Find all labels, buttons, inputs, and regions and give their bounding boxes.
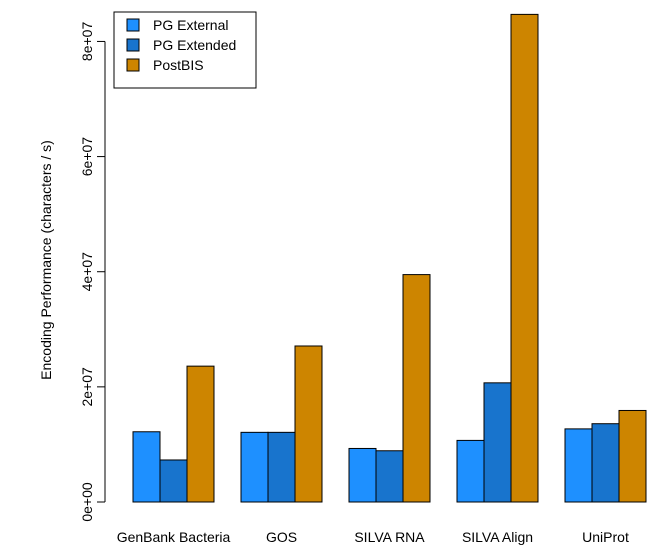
legend-label-postbis: PostBIS xyxy=(153,57,204,73)
bar-silva-rna-pg-external xyxy=(348,447,377,503)
bar-silva-align-pg-external xyxy=(456,439,485,503)
bar-silva-align-pg-extended xyxy=(483,382,512,503)
bar-genbank-bacteria-pg-extended xyxy=(159,459,188,503)
bar-silva-rna-pg-extended xyxy=(375,450,404,503)
legend: PG External PG Extended PostBIS xyxy=(113,11,257,89)
bar-genbank-bacteria-postbis xyxy=(186,365,215,503)
y-tick-label: 8e+07 xyxy=(79,22,95,62)
bar-uniprot-pg-external xyxy=(564,428,593,503)
bar-genbank-bacteria-pg-external xyxy=(132,431,161,503)
y-axis: 0e+00 2e+07 4e+07 6e+07 8e+07 xyxy=(79,22,106,522)
legend-swatch-postbis xyxy=(126,58,140,72)
legend-label-pg-extended: PG Extended xyxy=(153,37,236,53)
legend-swatch-pg-external xyxy=(126,18,140,32)
y-tick-label: 4e+07 xyxy=(79,252,95,292)
x-tick-label-gos: GOS xyxy=(266,529,297,545)
bar-silva-rna-postbis xyxy=(402,274,431,503)
x-axis: GenBank Bacteria GOS SILVA RNA SILVA Align U… xyxy=(117,529,629,545)
bar-gos-pg-extended xyxy=(267,431,296,503)
x-tick-label-uniprot: UniProt xyxy=(582,529,629,545)
x-tick-label-genbank-bacteria: GenBank Bacteria xyxy=(117,529,231,545)
legend-label-pg-external: PG External xyxy=(153,17,228,33)
x-tick-label-silva-rna: SILVA RNA xyxy=(354,529,425,545)
y-tick-label: 2e+07 xyxy=(79,367,95,407)
bar-uniprot-postbis xyxy=(618,409,647,503)
y-tick-label: 6e+07 xyxy=(79,137,95,177)
y-tick-label: 0e+00 xyxy=(79,482,95,522)
legend-swatch-pg-extended xyxy=(126,38,140,52)
bar-gos-pg-external xyxy=(240,431,269,503)
x-tick-label-silva-align: SILVA Align xyxy=(462,529,533,545)
bar-uniprot-pg-extended xyxy=(591,423,620,503)
bar-silva-align-postbis xyxy=(510,13,539,503)
bars-group xyxy=(132,13,647,503)
bar-gos-postbis xyxy=(294,345,323,503)
y-axis-label: Encoding Performance (characters / s) xyxy=(38,140,54,380)
